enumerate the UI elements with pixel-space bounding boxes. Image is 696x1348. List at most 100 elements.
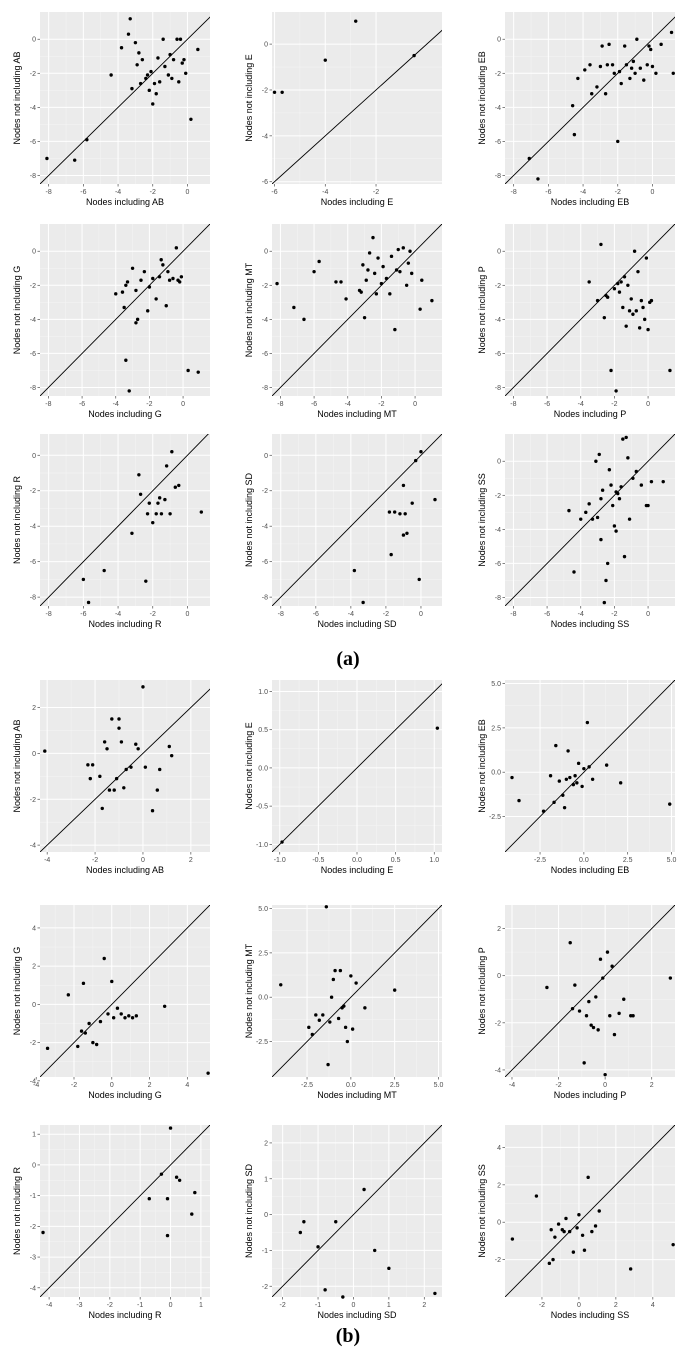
y-tick-label: -0.5 — [256, 804, 268, 811]
x-axis-label: Nodes including P — [554, 1090, 627, 1100]
scatter-panel-a-3: -8 -6 -4 -2 0 -8 -6 -4 -2 0 Nodes including G Nodes… — [12, 224, 210, 419]
data-point — [154, 92, 158, 96]
data-point — [635, 37, 639, 41]
data-point — [617, 69, 622, 74]
data-point — [616, 491, 620, 496]
x-tick-label: 0.0 — [579, 857, 589, 864]
x-tick-label: -4 — [578, 401, 584, 408]
y-tick-label: 2 — [497, 926, 501, 933]
y-tick-label: -4 — [495, 1067, 501, 1074]
scatter-panel-b-1: -1.0 -0.5 0.0 0.5 1.0 -1.0 -0.5 0.0 0.5 1.0 Nodes … — [244, 680, 442, 875]
data-point — [556, 1222, 561, 1226]
caption-a: (a) — [336, 648, 359, 670]
data-point — [637, 326, 642, 330]
y-tick-label: 2 — [32, 705, 36, 712]
y-axis-label: Nodes not including SS — [477, 473, 487, 567]
data-point — [659, 42, 663, 47]
data-point — [627, 517, 632, 521]
y-tick-label: 1.0 — [258, 689, 268, 696]
data-point — [169, 753, 174, 758]
y-tick-label: -6 — [30, 559, 36, 566]
data-point — [359, 290, 363, 294]
data-point — [631, 59, 636, 64]
data-point — [595, 298, 600, 303]
data-point — [127, 389, 131, 393]
y-tick-label: -4 — [495, 105, 501, 112]
data-point — [336, 1016, 341, 1021]
x-tick-label: -6 — [544, 611, 550, 618]
data-point — [354, 981, 358, 985]
x-tick-label: 0.0 — [352, 857, 362, 864]
data-point — [328, 1020, 332, 1024]
data-point — [98, 1019, 103, 1024]
x-tick-label: 0 — [646, 401, 650, 408]
y-axis-label: Nodes not including MT — [244, 943, 254, 1038]
y-tick-label: -4 — [495, 527, 501, 534]
y-tick-label: -1 — [30, 1193, 36, 1200]
x-tick-label: 5.0 — [667, 857, 677, 864]
data-point — [182, 57, 186, 62]
data-point — [174, 1175, 179, 1179]
data-point — [81, 577, 86, 582]
data-point — [611, 503, 615, 508]
data-point — [141, 685, 145, 689]
data-point — [147, 285, 152, 289]
y-tick-label: -8 — [495, 385, 501, 392]
data-point — [317, 1018, 322, 1022]
y-tick-label: -2 — [30, 1224, 36, 1231]
data-point — [79, 1029, 84, 1033]
x-tick-label: -1 — [315, 1302, 321, 1309]
data-point — [596, 1028, 600, 1032]
data-point — [135, 317, 140, 322]
y-tick-label: 0 — [264, 453, 268, 460]
x-axis-label: Nodes including SS — [551, 619, 630, 629]
x-axis-label: Nodes including SS — [551, 1310, 630, 1320]
data-point — [45, 1046, 50, 1051]
data-point — [157, 80, 162, 84]
data-point — [589, 1023, 593, 1027]
data-point — [567, 1229, 572, 1234]
data-point — [632, 249, 637, 253]
data-point — [343, 1025, 348, 1030]
data-point — [81, 981, 86, 986]
data-point — [597, 452, 601, 457]
x-tick-label: -2 — [146, 401, 152, 408]
x-tick-label: 0 — [419, 611, 423, 618]
x-tick-label: -4 — [348, 611, 354, 618]
x-tick-label: 5.0 — [434, 1082, 444, 1089]
y-tick-label: 0 — [32, 1162, 36, 1169]
data-point — [387, 1266, 391, 1271]
x-tick-label: -2 — [107, 1302, 113, 1309]
data-point — [314, 1013, 318, 1017]
y-tick-label: -2 — [30, 71, 36, 78]
y-tick-label: 0 — [32, 751, 36, 758]
data-point — [161, 263, 165, 267]
data-point — [376, 256, 380, 260]
data-point — [576, 761, 581, 766]
data-point — [323, 1288, 327, 1292]
data-point — [562, 805, 567, 810]
data-point — [156, 501, 160, 505]
x-tick-label: 2 — [189, 857, 193, 864]
y-tick-label: -6 — [262, 559, 268, 566]
data-point — [117, 717, 121, 721]
data-point — [597, 1209, 601, 1213]
data-point — [557, 779, 562, 783]
y-axis-label: Nodes not including R — [12, 475, 22, 564]
data-point — [622, 275, 627, 279]
data-point — [401, 533, 406, 537]
data-point — [551, 1257, 555, 1262]
x-tick-label: -4 — [44, 857, 50, 864]
data-point — [354, 19, 358, 23]
data-point — [403, 512, 407, 516]
x-tick-label: -2 — [280, 1302, 286, 1309]
y-tick-label: 2.5 — [491, 725, 501, 732]
data-point — [650, 64, 655, 69]
data-point — [174, 246, 179, 250]
y-axis-label: Nodes not including P — [477, 266, 487, 354]
data-point — [170, 76, 174, 81]
data-point — [401, 246, 405, 250]
data-point — [133, 40, 138, 45]
x-axis-label: Nodes including R — [88, 619, 162, 629]
scatter-panel-b-5: -4 -2 0 2 -4 -2 0 2 Nodes including P Nodes not i… — [477, 905, 675, 1100]
